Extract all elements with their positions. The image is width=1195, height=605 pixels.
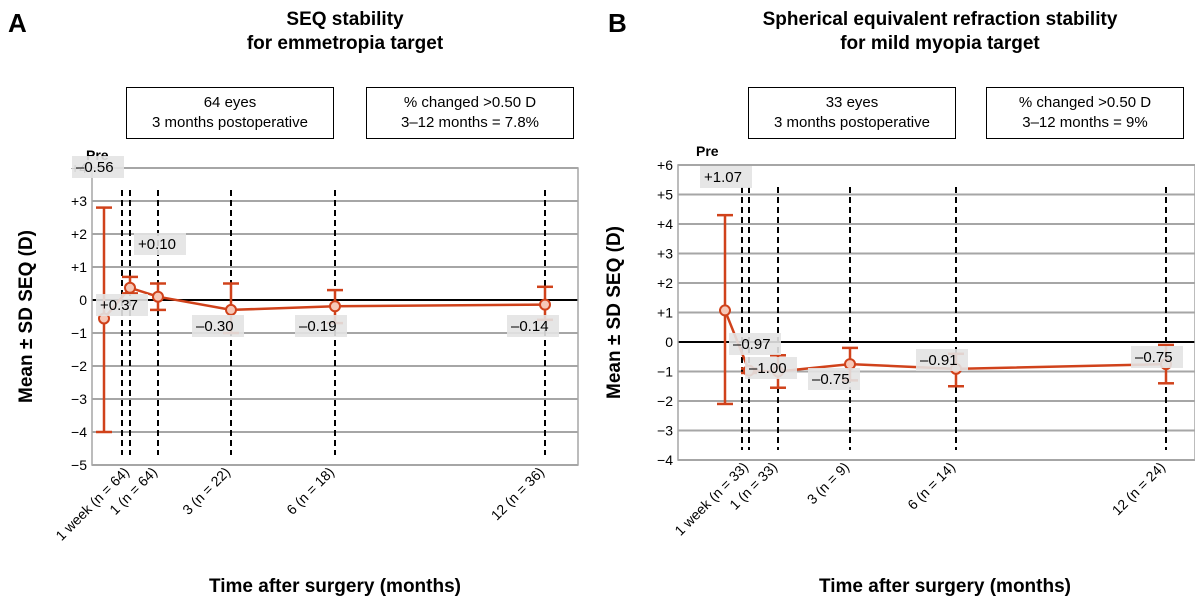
chart-title: Spherical equivalent refraction stabilit…: [700, 8, 1180, 56]
info-box-line: 64 eyes: [203, 94, 257, 111]
info-box-changed: % changed >0.50 D 3–12 months = 9%: [986, 87, 1184, 139]
data-label: +0.10: [138, 236, 176, 253]
chart-plot-a: −5−4−3−2−10+1+2+3+4Pre–0.56+0.37+0.10–0.…: [16, 147, 579, 597]
y-axis-title: Mean ± SD SEQ (D): [604, 226, 625, 399]
data-label-bg: [1131, 346, 1183, 368]
data-point: [124, 281, 136, 294]
y-tick-label: 0: [665, 334, 673, 350]
info-box-changed: % changed >0.50 D 3–12 months = 7.8%: [366, 87, 574, 139]
info-box-line: 3 months postoperative: [774, 114, 930, 131]
data-point: [844, 358, 856, 371]
y-tick-label: −4: [71, 424, 87, 440]
y-tick-label: −1: [71, 325, 87, 341]
y-tick-label: −5: [71, 457, 87, 473]
x-tick-label: 3 (n = 9): [804, 459, 852, 507]
info-box-line: 3–12 months = 7.8%: [400, 114, 539, 131]
data-label: –0.91: [920, 352, 958, 369]
y-tick-label: −4: [657, 452, 673, 468]
panel-letter: B: [608, 8, 627, 38]
y-tick-label: −3: [657, 423, 673, 439]
data-point: [329, 300, 341, 313]
data-label-bg: [96, 294, 148, 316]
data-point: [152, 290, 164, 303]
info-box-line: 3–12 months = 9%: [1022, 114, 1148, 131]
y-tick-label: 0: [79, 292, 87, 308]
y-tick-label: −1: [657, 364, 673, 380]
series-line: [103, 286, 546, 320]
info-box-eyes: 64 eyes 3 months postoperative: [126, 87, 334, 139]
chart-title-line-2: for mild myopia target: [840, 33, 1040, 54]
data-label-bg: [808, 368, 860, 390]
data-point: [539, 298, 551, 311]
panel-b: B Spherical equivalent refraction stabil…: [600, 0, 1195, 605]
plot-border: [677, 164, 1195, 461]
x-axis-title: Time after surgery (months): [819, 576, 1071, 597]
x-tick-label: 12 (n = 24): [1109, 459, 1168, 518]
y-tick-label: +2: [71, 226, 87, 242]
y-tick-label: +3: [71, 193, 87, 209]
x-tick-label: 6 (n = 18): [283, 464, 337, 518]
data-label-bg: [507, 315, 559, 337]
info-box-line: % changed >0.50 D: [1018, 94, 1152, 111]
chart-title: SEQ stability for emmetropia target: [150, 8, 540, 56]
data-label-bg: [745, 357, 797, 379]
data-label-bg: [192, 315, 244, 337]
data-label-bg: [295, 315, 347, 337]
info-box-line: 3 months postoperative: [152, 114, 308, 131]
data-point: [719, 304, 731, 317]
y-tick-label: +5: [657, 187, 673, 203]
data-point: [225, 303, 237, 316]
info-box-eyes: 33 eyes 3 months postoperative: [748, 87, 956, 139]
data-label: –1.00: [749, 360, 787, 377]
plot-border: [91, 167, 579, 466]
y-axis-title: Mean ± SD SEQ (D): [16, 230, 37, 403]
pre-label: Pre: [696, 143, 719, 159]
info-box-line: 33 eyes: [825, 94, 879, 111]
data-label: –0.56: [76, 159, 114, 176]
y-tick-label: +1: [657, 305, 673, 321]
chart-plot-b: −4 −3 −2 −1 0 +1 +2 +3 +4 +5 +6 Pre +1.07 –0.97 –1.00 –…: [604, 143, 1195, 597]
data-label-bg: [916, 349, 968, 371]
y-tick-label: +4: [657, 216, 673, 232]
chart-title-line-2: for emmetropia target: [246, 33, 444, 54]
chart-title-line-1: SEQ stability: [286, 9, 404, 30]
data-label: –0.30: [196, 318, 234, 335]
x-tick-label: 3 (n = 22): [179, 464, 233, 518]
data-label: –0.19: [299, 318, 337, 335]
data-label-bg: [729, 333, 781, 355]
data-label: –0.75: [1135, 349, 1173, 366]
panel-letter: A: [8, 8, 27, 38]
data-label: –0.97: [733, 336, 771, 353]
y-tick-label: −3: [71, 391, 87, 407]
data-label-bg: [700, 166, 752, 188]
y-tick-label: +1: [71, 259, 87, 275]
x-axis-title: Time after surgery (months): [209, 576, 461, 597]
y-tick-label: −2: [71, 358, 87, 374]
info-box-line: % changed >0.50 D: [403, 94, 537, 111]
x-tick-label: 6 (n = 14): [904, 459, 958, 513]
data-label: –0.14: [511, 318, 549, 335]
data-label-bg: [134, 233, 186, 255]
y-tick-label: +2: [657, 275, 673, 291]
data-label-bg: [72, 156, 124, 178]
data-label: –0.75: [812, 371, 850, 388]
chart-title-line-1: Spherical equivalent refraction stabilit…: [762, 9, 1118, 30]
data-label: +1.07: [704, 169, 742, 186]
y-tick-label: −2: [657, 393, 673, 409]
y-tick-label: +6: [657, 157, 673, 173]
data-label: +0.37: [100, 297, 138, 314]
y-tick-label: +3: [657, 246, 673, 262]
x-tick-label: 12 (n = 36): [488, 464, 547, 523]
panel-a: A SEQ stability for emmetropia target 64…: [0, 0, 590, 605]
